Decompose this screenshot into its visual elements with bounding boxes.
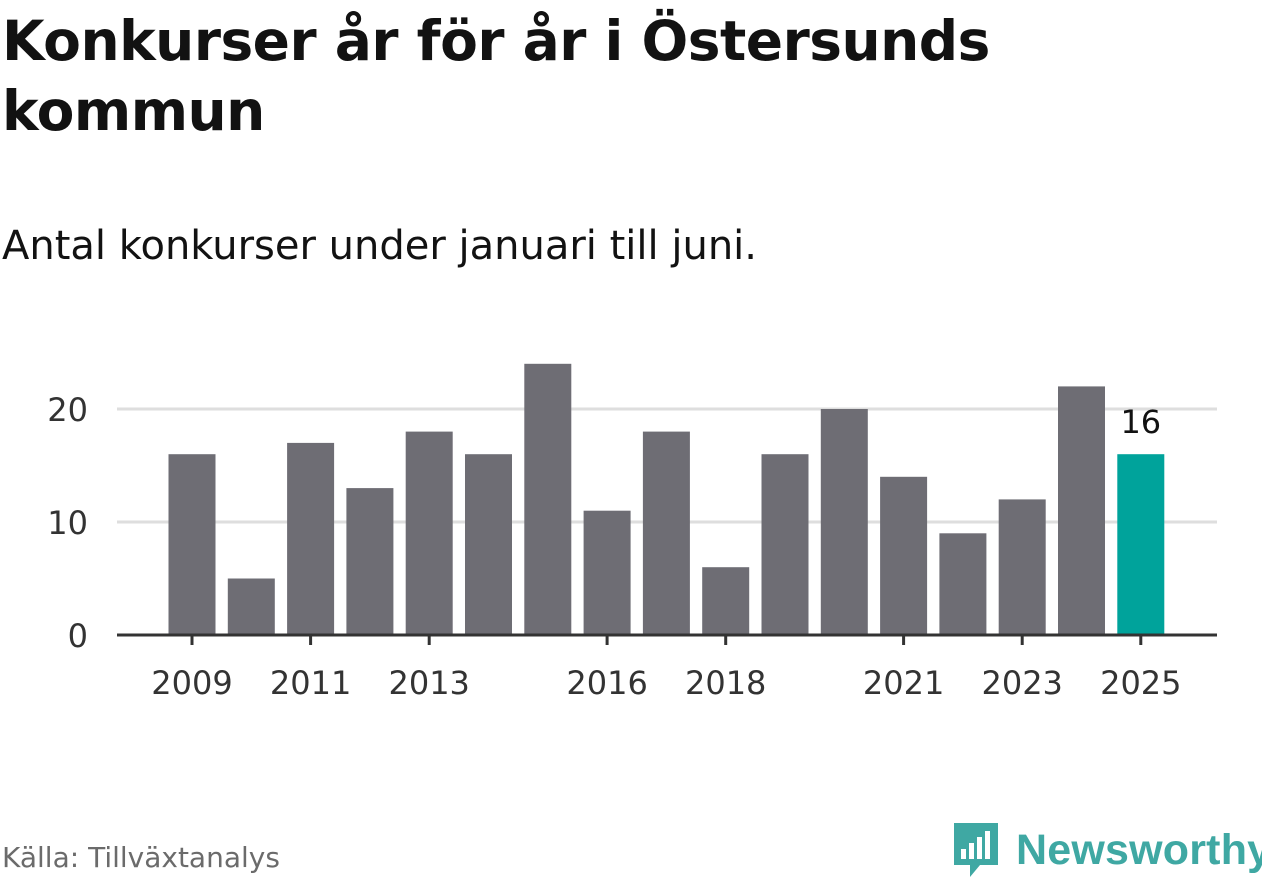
x-tick-label: 2023 — [981, 664, 1062, 702]
brand-name: Newsworthy — [1016, 825, 1262, 874]
source-note: Källa: Tillväxtanalys — [2, 841, 280, 874]
bar-2015 — [524, 363, 572, 635]
bar-2025 — [1117, 454, 1165, 635]
bar-2022 — [939, 533, 987, 635]
y-tick-label: 20 — [47, 391, 88, 429]
axis-layer — [117, 633, 1217, 645]
bar-2013 — [405, 431, 453, 635]
bar-2012 — [346, 488, 394, 635]
y-tick-label: 0 — [68, 617, 88, 655]
bar-2014 — [465, 454, 512, 635]
x-tick-label: 2018 — [685, 664, 766, 702]
bar-2024 — [1058, 386, 1105, 635]
label-layer: 0 10 20 2009 2011 2013 2016 2018 2021 2023 2025 16 — [47, 391, 1181, 702]
bar-2009 — [168, 454, 216, 635]
brand-logo[interactable]: Newsworthy — [950, 818, 1262, 882]
bar-2023 — [998, 499, 1046, 635]
y-tick-label: 10 — [47, 504, 88, 542]
chart-subtitle: Antal konkurser under januari till juni. — [2, 223, 757, 269]
bar-2021 — [880, 476, 928, 635]
x-tick-label: 2009 — [151, 664, 232, 702]
bar-2018 — [702, 567, 750, 635]
bar-2011 — [287, 442, 335, 635]
bar-2019 — [761, 454, 809, 635]
x-tick-label: 2016 — [566, 664, 647, 702]
bar-2010 — [227, 578, 275, 635]
bar-2017 — [642, 431, 690, 635]
x-tick-label: 2025 — [1100, 664, 1181, 702]
bar-chart: 0 10 20 2009 2011 2013 2016 2018 2021 2023 2025 16 — [47, 363, 1217, 702]
chart-title: Konkurser år för år i Östersunds kommun — [2, 9, 990, 143]
bar-2016 — [583, 510, 631, 635]
x-tick-label: 2021 — [863, 664, 944, 702]
newsworthy-icon — [954, 823, 998, 877]
x-tick-label: 2013 — [388, 664, 469, 702]
bar-2020 — [820, 409, 868, 635]
bar-layer — [168, 363, 1165, 635]
x-tick-label: 2011 — [270, 664, 351, 702]
data-label-highlight: 16 — [1120, 403, 1161, 441]
